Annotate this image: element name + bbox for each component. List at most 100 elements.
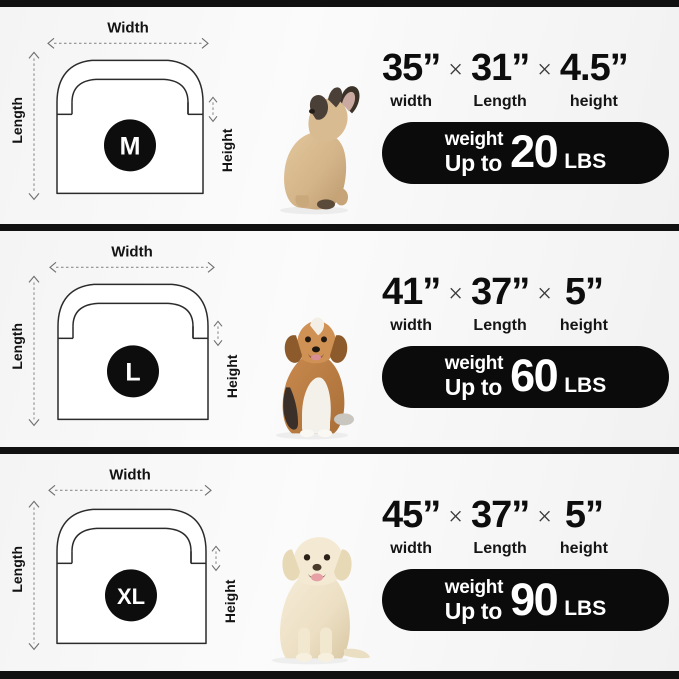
width-arrow-left xyxy=(47,37,55,49)
divider-bottom xyxy=(0,671,679,679)
spec-m: 35” width × 31” Length × 4.5” height wei… xyxy=(372,7,679,224)
length-arrow-top xyxy=(28,275,40,283)
dimensions-xl: 45” width × 37” Length × 5” height xyxy=(378,496,665,557)
weight-unit: LBS xyxy=(564,149,607,173)
height-label: Height xyxy=(219,128,235,172)
weight-words: weight Up to xyxy=(444,354,504,400)
height-arrow-top xyxy=(213,320,223,327)
dimension-height-label: height xyxy=(569,92,618,110)
dimension-height: 4.5” height xyxy=(559,46,629,110)
dimension-width-label: width xyxy=(390,540,433,558)
dimension-length-label: Length xyxy=(473,540,527,558)
length-label: Length xyxy=(9,546,25,593)
dimensions-l: 41” width × 37” Length × 5” height xyxy=(378,273,665,334)
weight-number: 20 xyxy=(510,126,559,178)
weight-badge-xl: weight Up to 90 LBS xyxy=(382,569,669,632)
dog-hind-leg xyxy=(336,187,348,206)
weight-badge-l: weight Up to 60 LBS xyxy=(382,345,669,408)
weight-badge-m: weight Up to 20 LBS xyxy=(382,121,669,184)
height-arrow-bottom xyxy=(213,339,223,346)
dimension-width-value: 35” xyxy=(382,46,441,89)
dimension-height-label: height xyxy=(559,540,608,558)
dog-tail xyxy=(344,648,370,658)
times-separator-2: × xyxy=(537,278,552,308)
width-label: Width xyxy=(111,243,153,260)
weight-unit: LBS xyxy=(564,597,607,621)
height-arrow-bottom xyxy=(211,565,221,572)
dog-paw-right xyxy=(318,652,334,662)
length-label: Length xyxy=(9,97,25,144)
dog-head xyxy=(293,536,344,586)
weight-word-bottom: Up to xyxy=(444,597,503,624)
dog-eye-left xyxy=(305,336,311,343)
cover-inner-seam xyxy=(71,78,189,115)
dog-blaze xyxy=(310,317,325,336)
weight-unit: LBS xyxy=(564,373,607,397)
dog-tongue xyxy=(311,354,321,361)
dog-nose xyxy=(312,346,320,353)
height-arrow-top xyxy=(208,96,218,103)
weight-words: weight Up to xyxy=(444,130,504,177)
dimensions-m: 35” width × 31” Length × 4.5” height xyxy=(378,49,665,110)
dog-ear-left xyxy=(282,549,300,581)
width-arrow-left xyxy=(49,261,57,273)
dog-eye-right xyxy=(321,336,327,343)
times-separator-1: × xyxy=(448,278,463,308)
dog-flank-black xyxy=(283,387,298,430)
weight-number: 90 xyxy=(510,573,559,625)
diagram-l: Width Length xyxy=(0,231,252,448)
weight-word-top: weight xyxy=(444,576,504,598)
dog-front-leg-right xyxy=(320,627,332,658)
length-arrow-top xyxy=(28,51,40,59)
dog-ear-right xyxy=(334,549,352,581)
dog-body xyxy=(280,569,350,659)
dimension-height-label: height xyxy=(559,316,608,334)
divider-top xyxy=(0,0,679,7)
dog-eye-left xyxy=(303,553,311,561)
dimension-length-value: 37” xyxy=(470,270,530,313)
dog-front-leg xyxy=(295,195,310,208)
times-separator-1: × xyxy=(448,502,463,532)
dimension-height: 5” height xyxy=(560,496,608,557)
size-row-m: Width Length xyxy=(0,7,679,224)
height-arrow-top xyxy=(211,545,221,553)
height-label: Height xyxy=(224,354,240,398)
dimension-length-value: 37” xyxy=(470,494,530,537)
weight-word-bottom: Up to xyxy=(444,150,503,177)
size-row-xl: Width Length xyxy=(0,454,679,672)
dog-eye-right xyxy=(323,553,331,561)
size-badge xyxy=(107,345,159,398)
dimension-height: 5” height xyxy=(560,273,608,334)
size-badge-label: XL xyxy=(117,584,145,609)
dimension-width: 35” width xyxy=(382,46,441,110)
cover-inner-seam xyxy=(72,302,194,339)
dog-muzzle-mask xyxy=(309,95,328,121)
dog-paw xyxy=(317,199,335,210)
length-arrow-top xyxy=(28,500,40,509)
length-arrow-bottom xyxy=(28,418,40,426)
size-badge xyxy=(105,569,157,622)
dimension-height-value: 5” xyxy=(564,494,604,537)
dog-head xyxy=(296,321,336,364)
width-label: Width xyxy=(107,19,149,36)
dog-nose xyxy=(312,563,322,571)
dimension-length-label: Length xyxy=(473,92,527,110)
diagram-xl: Width Length xyxy=(0,454,252,671)
dimension-length-label: Length xyxy=(473,316,527,334)
dog-tail xyxy=(334,413,354,426)
times-separator-1: × xyxy=(448,54,463,84)
height-arrow-bottom xyxy=(208,115,218,123)
weight-word-bottom: Up to xyxy=(444,374,503,400)
size-badge-label: L xyxy=(125,358,140,386)
dimension-height-value: 4.5” xyxy=(559,46,629,89)
dog-tongue xyxy=(311,573,323,582)
length-label: Length xyxy=(9,323,25,370)
size-badge-label: M xyxy=(120,132,141,160)
dog-paw-left xyxy=(296,652,312,662)
dimension-width-label: width xyxy=(390,92,433,110)
dog-photo-french-bulldog xyxy=(252,7,372,224)
size-row-l: Width Length xyxy=(0,230,679,448)
width-label: Width xyxy=(109,467,151,484)
divider-1 xyxy=(0,223,679,231)
